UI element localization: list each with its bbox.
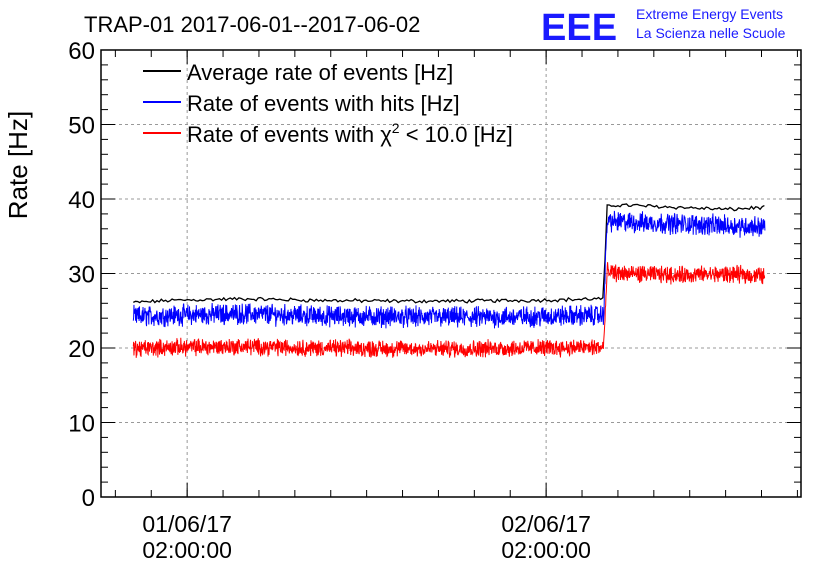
plot-frame [100, 49, 802, 498]
legend-chi2-sup: 2 [392, 120, 400, 136]
eee-logo: EEE Extreme Energy Events La Scienza nel… [541, 6, 786, 49]
series-hits-line [132, 210, 766, 329]
y-tick-label: 60 [68, 38, 95, 65]
x-tick-time: 02:00:00 [501, 537, 591, 563]
axes: 010203040506001/06/1702:00:0002/06/1702:… [68, 38, 802, 563]
y-tick-label: 10 [68, 411, 95, 438]
x-tick-date: 01/06/17 [142, 511, 232, 537]
y-axis-label: Rate [Hz] [3, 111, 33, 219]
series-average-line [133, 203, 765, 304]
legend-label-average: Average rate of events [Hz] [187, 60, 453, 85]
logo-mark: EEE [541, 7, 617, 49]
logo-line1: Extreme Energy Events [636, 6, 783, 22]
legend-chi2-suffix: < 10.0 [Hz] [400, 122, 513, 147]
y-tick-label: 30 [68, 262, 95, 289]
y-tick-label: 0 [82, 485, 95, 512]
y-tick-label: 40 [68, 187, 95, 214]
legend-label-chi2: Rate of events with χ2 < 10.0 [Hz] [187, 120, 513, 147]
y-tick-label: 20 [68, 336, 95, 363]
series-chi2-line [132, 262, 766, 358]
y-tick-label: 50 [68, 113, 95, 140]
legend-chi2-symbol: χ [380, 122, 392, 147]
legend-chi2-prefix: Rate of events with [187, 122, 380, 147]
legend: Average rate of events [Hz] Rate of even… [143, 60, 513, 147]
chart-title: TRAP-01 2017-06-01--2017-06-02 [84, 12, 420, 37]
logo-line2: La Scienza nelle Scuole [636, 25, 786, 41]
legend-label-hits: Rate of events with hits [Hz] [187, 91, 460, 116]
x-tick-time: 02:00:00 [142, 537, 232, 563]
series-group [132, 203, 766, 358]
x-tick-date: 02/06/17 [501, 511, 591, 537]
